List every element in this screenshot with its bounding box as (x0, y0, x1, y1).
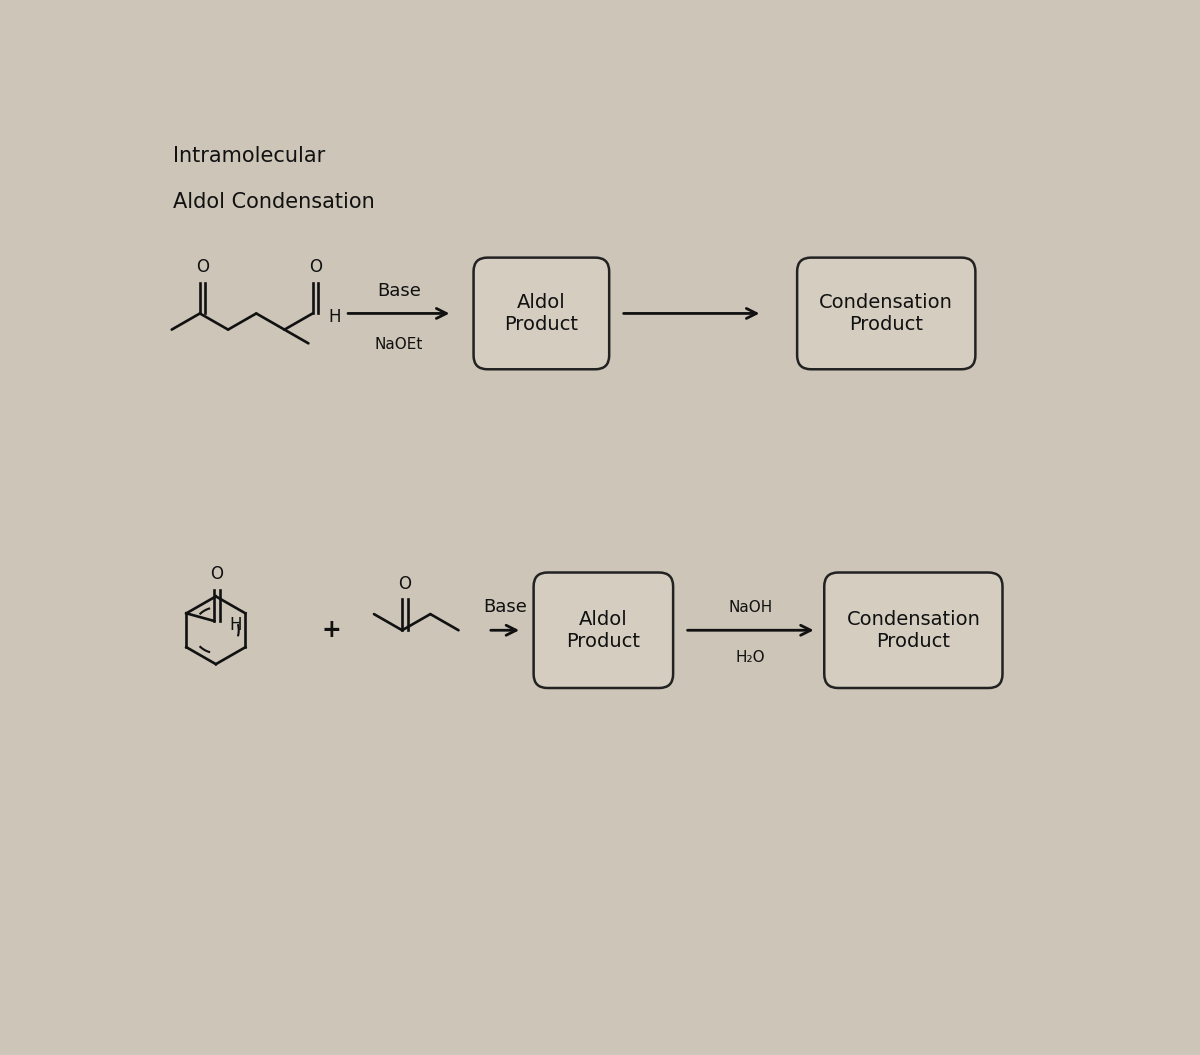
Text: O: O (398, 575, 412, 593)
FancyBboxPatch shape (797, 257, 976, 369)
Text: Aldol
Product: Aldol Product (504, 293, 578, 334)
Text: H: H (229, 616, 242, 634)
Text: NaOH: NaOH (728, 600, 773, 615)
Text: Condensation
Product: Condensation Product (846, 610, 980, 651)
Text: O: O (210, 564, 223, 582)
Text: Base: Base (484, 598, 527, 616)
Text: H₂O: H₂O (736, 650, 766, 665)
FancyBboxPatch shape (474, 257, 610, 369)
Text: Aldol
Product: Aldol Product (566, 610, 641, 651)
FancyBboxPatch shape (534, 573, 673, 688)
Text: Intramolecular: Intramolecular (173, 146, 325, 166)
Text: H: H (328, 308, 341, 326)
Text: Base: Base (377, 282, 421, 300)
Text: +: + (322, 618, 341, 642)
Text: NaOEt: NaOEt (374, 337, 422, 351)
Text: Aldol Condensation: Aldol Condensation (173, 192, 374, 212)
Text: Condensation
Product: Condensation Product (820, 293, 953, 334)
Text: O: O (308, 258, 322, 276)
Text: O: O (196, 258, 209, 276)
FancyBboxPatch shape (824, 573, 1002, 688)
